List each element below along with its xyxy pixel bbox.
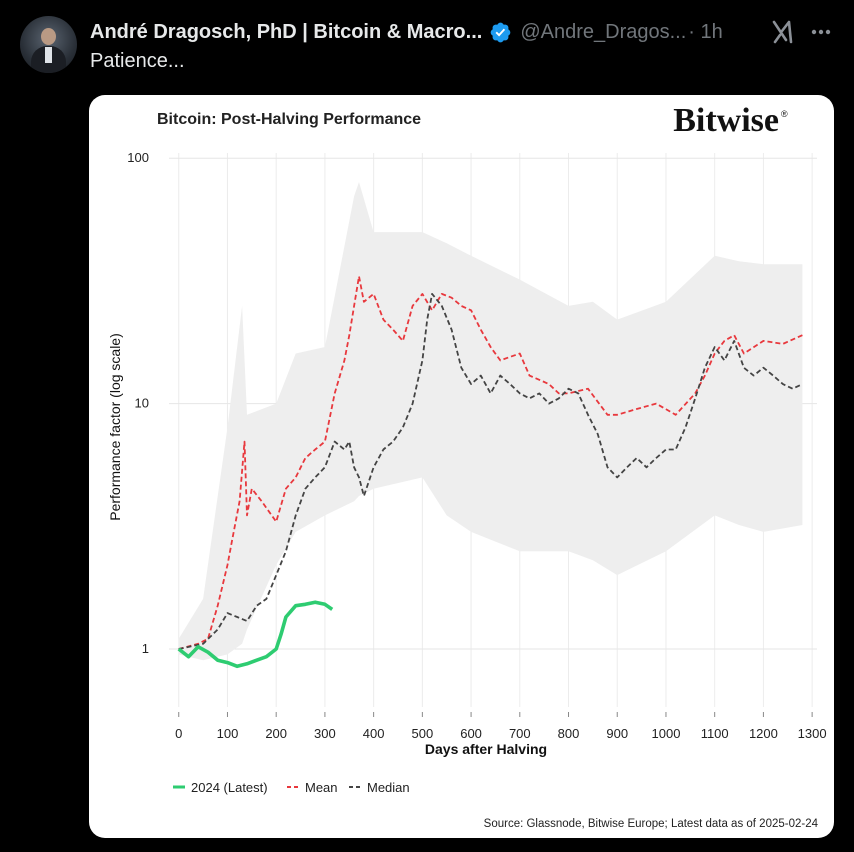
chart-source-note: Source: Glassnode, Bitwise Europe; Lates… [484, 818, 819, 830]
x-tick-label: 0 [175, 726, 182, 741]
legend-label: Median [367, 780, 410, 795]
x-tick-label: 100 [217, 726, 239, 741]
author-avatar[interactable] [20, 16, 77, 73]
chart-legend: 2024 (Latest) Mean Median [173, 780, 410, 795]
bitwise-logo: Bitwise [673, 102, 779, 139]
chart-title: Bitcoin: Post-Halving Performance [157, 111, 421, 128]
x-tick-label: 200 [265, 726, 287, 741]
x-axis-label: Days after Halving [425, 741, 547, 757]
x-tick-label: 1200 [749, 726, 778, 741]
x-tick-label: 700 [509, 726, 531, 741]
x-tick-label: 1300 [798, 726, 827, 741]
y-tick-label: 1 [142, 641, 149, 656]
verified-badge-icon [491, 22, 511, 42]
x-tick-label: 900 [606, 726, 628, 741]
series-line-mean [178, 275, 803, 650]
y-axis-ticks: 1 10 100 [127, 150, 149, 656]
author-name[interactable]: André Dragosch, PhD | Bitcoin & Macro... [90, 20, 483, 43]
x-tick-label: 400 [363, 726, 385, 741]
series-line-2024-latest [177, 600, 334, 669]
x-axis-ticks: 0 100 200 300 400 500 600 700 800 900 1000 1100 1200… [175, 712, 827, 741]
legend-label: 2024 (Latest) [191, 780, 268, 795]
y-tick-label: 10 [135, 396, 149, 411]
chart-image-card[interactable]: 0 100 200 300 400 500 600 700 800 900 1000 1100 1200… [89, 95, 834, 838]
grok-icon[interactable] [769, 18, 797, 46]
registered-mark: ® [781, 109, 788, 119]
author-handle[interactable]: @Andre_Dragos... [520, 20, 687, 43]
series-line-median [178, 292, 803, 650]
x-tick-label: 300 [314, 726, 336, 741]
post-time[interactable]: · 1h [688, 20, 723, 43]
tweet-text: Patience... [90, 50, 185, 72]
x-tick-label: 600 [460, 726, 482, 741]
x-tick-label: 800 [558, 726, 580, 741]
x-tick-label: 1000 [652, 726, 681, 741]
performance-chart: 0 100 200 300 400 500 600 700 800 900 1000 1100 1200… [107, 102, 827, 830]
legend-label: Mean [305, 780, 338, 795]
range-band-layer [178, 182, 803, 661]
y-axis-label: Performance factor (log scale) [107, 333, 123, 521]
min-max-range-band [178, 182, 803, 661]
y-tick-label: 100 [127, 150, 149, 165]
x-tick-label: 500 [412, 726, 434, 741]
x-tick-label: 1100 [701, 726, 729, 741]
series-layer [177, 275, 803, 669]
tweet-header: André Dragosch, PhD | Bitcoin & Macro...… [90, 18, 840, 46]
more-options-icon[interactable] [806, 18, 836, 46]
